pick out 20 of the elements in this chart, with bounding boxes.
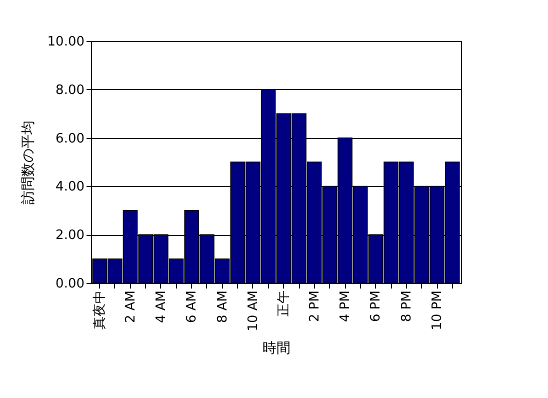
y-tick-label: 0.00 (56, 276, 84, 292)
y-tick-label: 2.00 (56, 228, 84, 244)
x-tick-label: 8 AM (215, 290, 230, 324)
x-tick-label: 4 PM (338, 290, 354, 322)
x-tick-label: 10 AM (246, 290, 261, 332)
x-tick-label: 8 PM (399, 290, 414, 322)
y-tick-label: 4.00 (56, 180, 84, 195)
x-tick-label: 6 PM (368, 290, 384, 322)
y-tick-label: 10.00 (47, 34, 84, 50)
x-tick-label: 6 AM (184, 290, 200, 324)
y-tick-label: 6.00 (56, 131, 84, 146)
x-tick-label: 正午 (276, 290, 292, 316)
x-tick-label: 4 AM (154, 290, 169, 324)
y-tick-label: 8.00 (56, 82, 84, 98)
x-tick-label: 真夜中 (92, 290, 108, 330)
x-tick-label: 10 PM (430, 290, 446, 330)
x-tick-label: 2 AM (123, 290, 138, 324)
y-axis-title: 訪問数の平均 (20, 120, 36, 204)
x-axis-title: 時間 (262, 340, 290, 356)
x-tick-label: 2 PM (307, 290, 322, 322)
